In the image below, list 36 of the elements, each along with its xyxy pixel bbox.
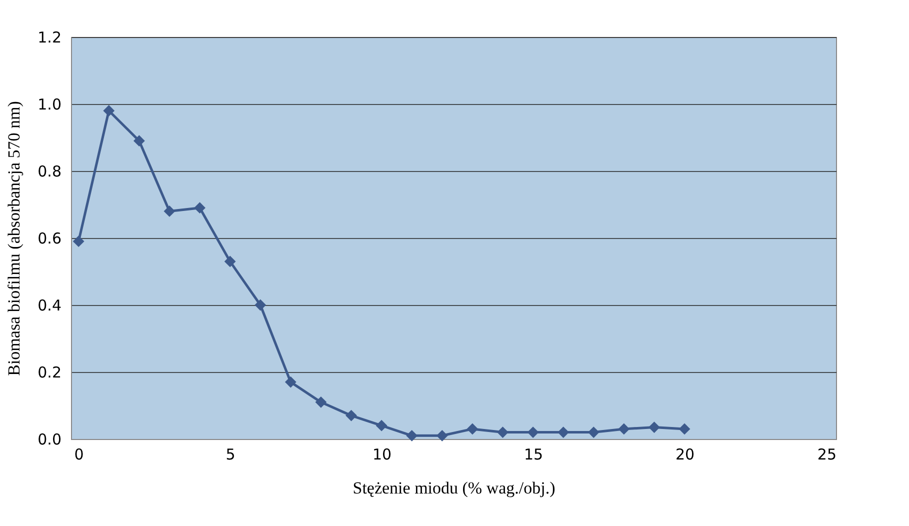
point xyxy=(72,236,84,248)
point xyxy=(194,202,206,214)
y-tick-label: 0.0 xyxy=(38,430,62,448)
y-tick-label: 0.2 xyxy=(38,364,62,382)
y-tick-label: 1.0 xyxy=(38,96,62,114)
point xyxy=(406,430,418,442)
x-tick-label: 25 xyxy=(817,446,836,464)
x-tick-label: 10 xyxy=(372,446,392,464)
point xyxy=(558,426,570,438)
point xyxy=(648,422,660,433)
point xyxy=(678,423,690,435)
point xyxy=(284,376,296,388)
point xyxy=(133,135,145,147)
x-tick-label: 5 xyxy=(226,446,236,464)
point xyxy=(436,430,448,442)
point xyxy=(103,105,115,116)
point xyxy=(254,299,266,311)
point xyxy=(618,423,630,435)
point xyxy=(466,423,478,435)
point xyxy=(224,256,236,268)
x-axis-title: Stężenie miodu (% wag./obj.) xyxy=(352,478,556,498)
point xyxy=(315,396,327,408)
y-axis-title: Biomasa biofilmu (absorbancja 570 nm) xyxy=(4,101,24,376)
point xyxy=(527,426,539,438)
point xyxy=(588,426,600,438)
point xyxy=(376,420,388,432)
point xyxy=(497,426,508,438)
point xyxy=(346,410,357,422)
y-tick-label: 0.4 xyxy=(38,296,62,314)
x-tick-label: 15 xyxy=(524,446,544,464)
x-tick-label: 0 xyxy=(74,446,84,464)
y-tick-label: 0.6 xyxy=(38,230,62,248)
x-tick-label: 20 xyxy=(675,446,695,464)
point xyxy=(164,206,176,217)
y-tick-label: 0.8 xyxy=(38,162,62,180)
y-tick-label: 1.2 xyxy=(38,28,62,46)
